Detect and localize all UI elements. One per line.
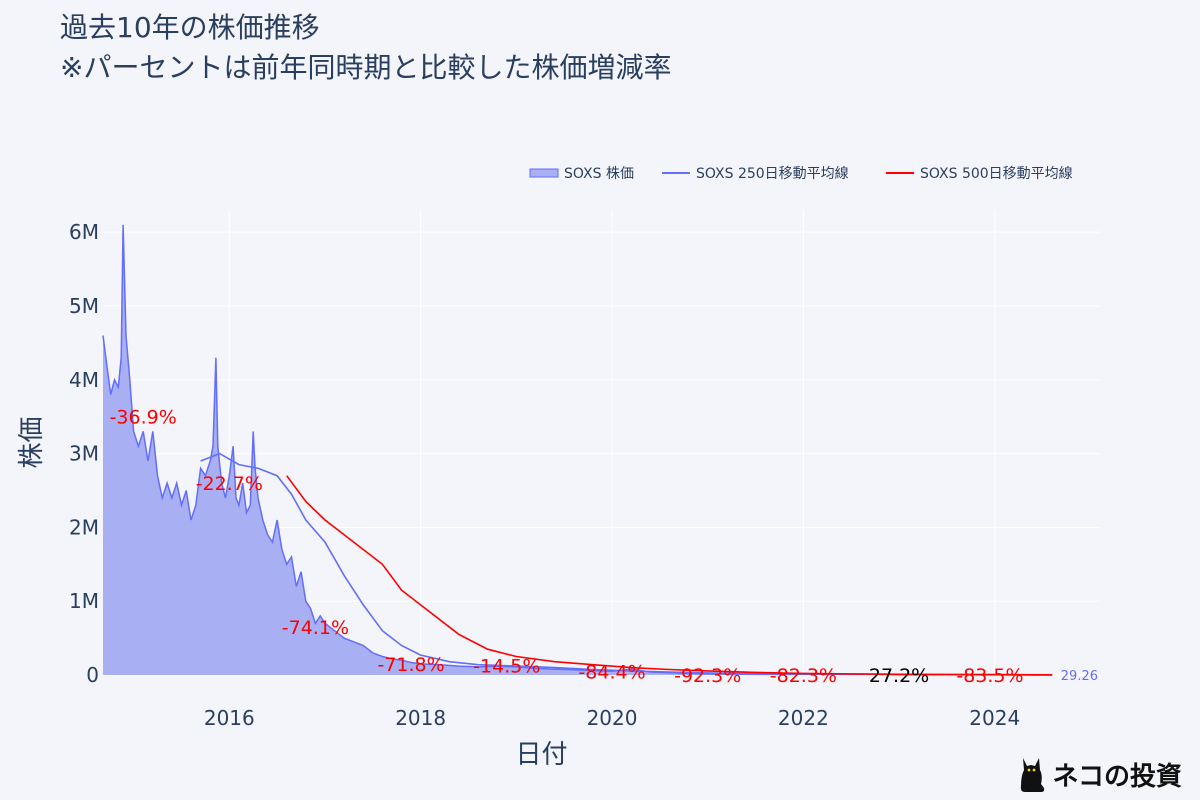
- y-tick-label: 0: [86, 663, 99, 687]
- legend-item-label: SOXS 250日移動平均線: [696, 166, 849, 182]
- x-tick-label: 2016: [204, 706, 255, 730]
- logo-text: ネコの投資: [1052, 761, 1182, 792]
- y-tick-label: 2M: [69, 515, 99, 539]
- percent-change-label: 27.2%: [869, 665, 929, 687]
- title-line-1: 過去10年の株価推移: [60, 11, 320, 44]
- y-tick-label: 5M: [69, 294, 99, 318]
- ma500-line: [286, 475, 1053, 676]
- x-tick-label: 2018: [395, 706, 446, 730]
- price-line: [102, 224, 1053, 676]
- percent-change-label: -82.3%: [770, 665, 837, 687]
- title-line-2: ※パーセントは前年同時期と比較した株価増減率: [60, 51, 672, 84]
- y-axis-title: 株価: [17, 416, 47, 468]
- percent-change-label: -84.4%: [578, 661, 645, 683]
- legend-item-label: SOXS 株価: [564, 166, 634, 182]
- y-tick-label: 1M: [69, 589, 99, 613]
- legend-item-label: SOXS 500日移動平均線: [920, 166, 1073, 182]
- x-tick-label: 2022: [778, 706, 829, 730]
- percent-change-label: -74.1%: [282, 617, 349, 639]
- percent-change-label: -83.5%: [956, 665, 1023, 687]
- cat-silhouette-icon: [1020, 758, 1044, 792]
- last-value-label: 29.26: [1061, 669, 1098, 684]
- price-area: [103, 224, 1053, 676]
- chart-title: 過去10年の株価推移 ※パーセントは前年同時期と比較した株価増減率: [60, 8, 671, 88]
- percent-change-label: -22.7%: [196, 473, 263, 495]
- y-tick-label: 6M: [69, 220, 99, 244]
- legend-swatch-area: [529, 168, 559, 178]
- percent-change-label: -14.5%: [473, 655, 540, 677]
- percent-change-label: -92.3%: [674, 665, 741, 687]
- y-tick-label: 4M: [69, 368, 99, 392]
- y-tick-label: 3M: [69, 442, 99, 466]
- percent-change-label: -36.9%: [110, 407, 177, 429]
- percent-change-label: -71.8%: [377, 654, 444, 676]
- x-axis-title: 日付: [515, 740, 567, 770]
- x-tick-label: 2020: [587, 706, 638, 730]
- brand-logo: ネコの投資: [1017, 754, 1182, 794]
- x-tick-label: 2024: [969, 706, 1020, 730]
